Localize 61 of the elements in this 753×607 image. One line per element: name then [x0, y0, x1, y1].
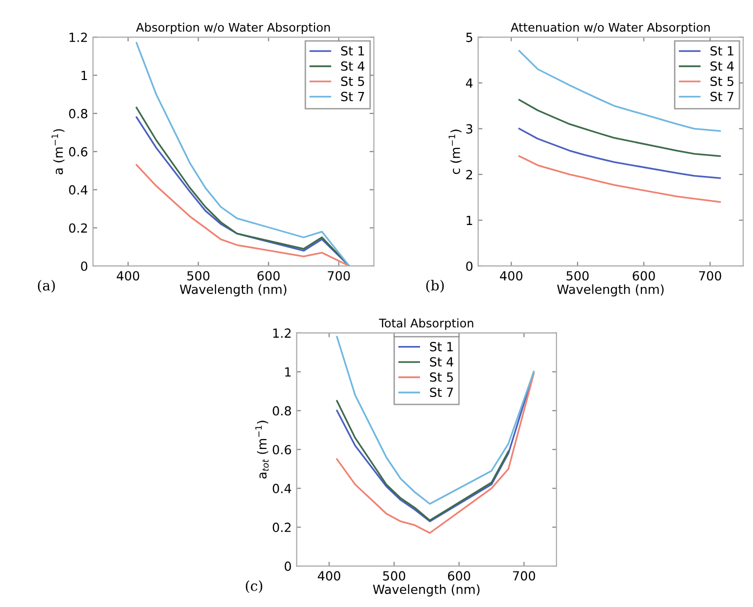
y-tick-label: 0.2	[272, 522, 291, 532]
y-tick-label: 1.2	[273, 328, 291, 338]
line-series	[518, 155, 721, 203]
y-tick-label: 0.2	[69, 223, 87, 233]
legend-label: St 4	[430, 357, 454, 367]
legend-label: St 1	[710, 46, 734, 56]
chart-title: Total Absorption	[378, 318, 474, 330]
legend-label: St 7	[710, 92, 734, 102]
x-tick-label: 500	[187, 271, 210, 281]
chart-title: Absorption w/o Water Absorption	[136, 22, 330, 34]
x-tick-label: 600	[257, 271, 280, 281]
legend-label: St 4	[341, 61, 364, 71]
legend-label: St 5	[341, 76, 364, 86]
x-tick-label: 400	[116, 271, 140, 281]
x-tick-label: 400	[318, 571, 340, 581]
legend-label: St 7	[341, 92, 364, 102]
y-tick-label: 1.2	[70, 32, 87, 42]
x-axis-title: Wavelength (nm)	[180, 284, 286, 296]
y-tick-label: 0.6	[272, 444, 292, 454]
y-tick-label: 1	[82, 70, 87, 80]
x-tick-label: 600	[632, 271, 655, 281]
legend-label: St 5	[710, 76, 734, 86]
x-tick-label: 600	[448, 571, 470, 581]
y-axis-title: a (m$^{−1}$)	[52, 129, 64, 174]
y-tick-label: 0	[81, 261, 88, 271]
legend-label: St 1	[341, 46, 364, 56]
legend-label: St 7	[430, 388, 453, 398]
y-tick-label: 0.4	[69, 185, 88, 195]
line-series	[518, 128, 721, 179]
text: (a)	[38, 280, 55, 293]
y-tick-label: 0.8	[272, 406, 291, 416]
legend-label: St 1	[430, 342, 453, 352]
y-tick-label: 5	[466, 32, 472, 42]
x-tick-label: 700	[699, 271, 722, 281]
y-tick-label: 2	[466, 170, 472, 180]
text: (c)	[246, 580, 262, 593]
x-tick-label: 400	[500, 271, 522, 281]
y-axis-title: a$_{tot}$ (m$^{−1}$)	[255, 420, 269, 479]
y-tick-label: 0.6	[69, 147, 88, 156]
line-series	[136, 164, 350, 266]
legend-label: St 5	[430, 372, 453, 382]
x-tick-label: 500	[566, 271, 589, 281]
y-tick-label: 4	[466, 78, 473, 88]
y-tick-label: 1	[466, 216, 472, 225]
x-tick-label: 700	[328, 271, 350, 281]
line-series	[336, 336, 535, 505]
text: (b)	[426, 280, 444, 293]
y-tick-label: 0.8	[69, 108, 88, 118]
line-series	[336, 400, 510, 522]
y-axis-title: c (m$^{−1}$)	[448, 130, 462, 174]
x-tick-label: 700	[513, 571, 536, 581]
y-tick-label: 0.4	[272, 484, 292, 494]
y-tick-label: 0	[284, 562, 291, 571]
legend-label: St 4	[710, 61, 734, 71]
y-tick-label: 3	[466, 124, 472, 134]
x-axis-title: Wavelength (nm)	[373, 584, 480, 596]
x-axis-title: Wavelength (nm)	[557, 284, 664, 296]
y-tick-label: 0	[466, 261, 472, 271]
x-tick-label: 500	[383, 571, 406, 581]
chart-title: Attenuation w/o Water Absorption	[510, 22, 710, 34]
y-tick-label: 1	[285, 367, 291, 377]
